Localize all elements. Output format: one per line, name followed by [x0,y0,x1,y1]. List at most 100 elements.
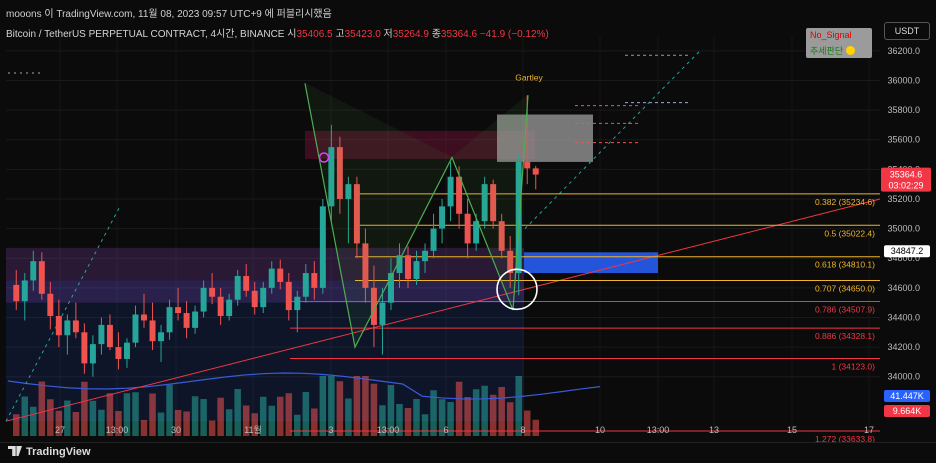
candle-body [413,261,420,279]
yellow-dot-icon [846,46,856,55]
trend-label: 추세판단 [810,44,856,57]
fib-level-label: 0.618 (34810.1) [815,260,875,270]
symbol-title: Bitcoin / TetherUS PERPETUAL CONTRACT, 4… [6,29,285,40]
volume-bar [447,402,454,436]
demand-zone [524,252,658,274]
candle-body [81,332,88,364]
change-value: −41.9 (−0.12%) [479,29,549,40]
volume-bar [328,376,335,436]
time-axis-tick: 10 [595,425,605,435]
candle-body [217,296,224,316]
fib-level-label: 0.5 (35022.4) [824,228,875,238]
volume-bar [64,400,71,436]
candle-body [447,176,454,207]
candle-body [473,221,480,244]
volume-bar [259,396,267,436]
volume-bar [251,413,258,436]
last-price-badge [881,167,931,192]
volume-bar [200,399,207,436]
candle-body [294,296,301,311]
signal-text: No_Signal [810,30,852,40]
volume-bar [302,392,310,436]
candle-body [379,302,386,325]
candle-body [89,344,96,364]
volume-bar [362,376,369,436]
volume-bar [294,414,301,436]
candle-body [149,320,156,342]
volume-bar [174,410,182,436]
volume-bar [404,408,412,436]
price-axis-tick: 34400.0 [887,312,920,322]
candle-body [532,168,539,175]
candle-body [422,250,429,262]
volume-bar [47,399,54,436]
volume-bar [481,385,488,436]
volume-ma-value: 41.447K [890,391,924,401]
volume-ma-badge [884,390,930,402]
gartley-label: Gartley [515,72,543,82]
countdown-value: 03:02:29 [888,181,923,191]
volume-bar [396,404,403,436]
candle-body [115,347,122,359]
time-axis-tick: 15 [787,425,797,435]
tradingview-logo[interactable]: TradingView [8,446,91,458]
open-label: 시 [287,29,297,40]
price-axis-tick: 35200.0 [887,194,920,204]
volume-bar [523,410,531,436]
candle-body [277,268,284,282]
volume-bar [13,414,20,436]
candle-body [260,287,267,308]
volume-bar [149,393,156,436]
volume-bar [217,397,224,436]
volume-ma-line [7,372,601,400]
volume-bar [498,387,505,436]
symbol-legend: Bitcoin / TetherUS PERPETUAL CONTRACT, 4… [6,25,549,40]
candle-body [387,273,394,303]
volume-bar [353,376,361,436]
candle-body [396,255,403,274]
candle-body [370,287,377,325]
tradingview-logo-text: TradingView [26,446,91,458]
candle-body [524,161,531,169]
volume-bar [319,376,327,436]
fib-level-label: 1.272 (33633.8) [815,434,875,444]
price-axis-tick: 36000.0 [887,75,920,85]
candle-body [158,332,165,342]
volume-bar [268,405,275,436]
candle-body [38,261,45,294]
volume-bar [30,406,37,436]
volume-bar [208,420,216,436]
candle-body [251,290,258,308]
volume-bar [157,412,165,436]
volume-bar [81,381,88,436]
fib-level-label: 0.707 (34650.0) [815,283,875,293]
time-axis-tick: 13 [709,425,719,435]
time-axis-tick: 13:00 [647,425,670,435]
volume-bar [191,396,199,436]
candle-body [106,324,113,348]
volume-bar [166,384,173,436]
volume-bar [379,405,386,436]
candle-body [47,293,54,316]
candle-body [226,299,233,316]
d-point-circle-icon [496,268,538,311]
volume-bar [506,402,514,436]
currency-selector[interactable]: USDT [884,22,930,40]
price-axis-tick: 34800.0 [887,253,920,263]
price-axis-tick: 35000.0 [887,224,920,234]
volume-bar [370,383,378,436]
candle-body [456,176,463,214]
candle-body [55,316,62,336]
volume-bar [472,389,480,436]
volume-bar [464,397,471,436]
low-value: 35264.9 [392,29,429,40]
candle-body [498,221,505,251]
gartley-triangle-xab [304,82,453,349]
candle-body [192,311,199,328]
volume-bar [242,405,250,436]
dashed-channel-left [5,206,121,422]
volume-bar [98,409,105,436]
candle-body [515,161,522,274]
price-axis-tick: 34600.0 [887,283,920,293]
